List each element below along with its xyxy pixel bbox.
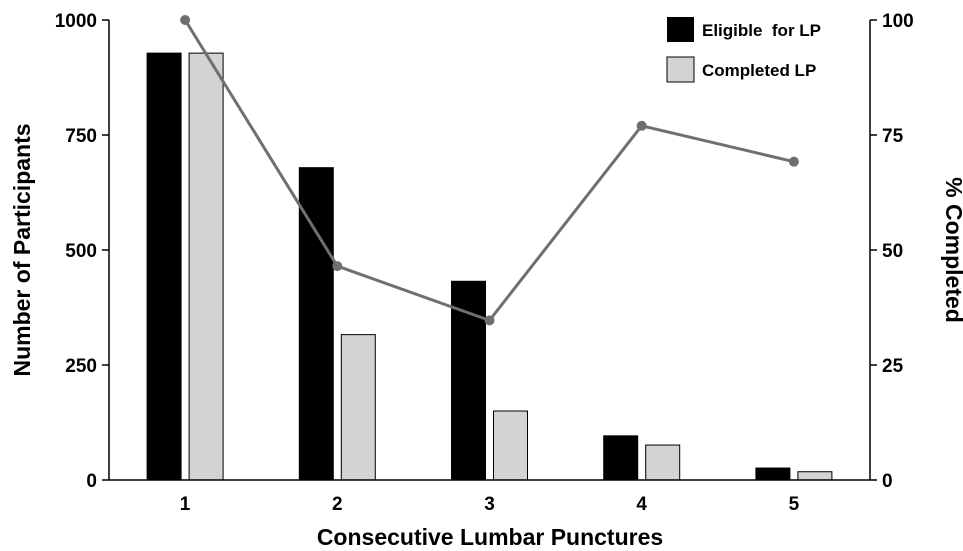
y-tick-label: 750 [65,126,97,147]
pct-completed-point-4 [636,120,647,131]
legend: Eligible for LP Completed LP [666,17,821,83]
pct-completed-point-3 [484,315,495,326]
x-axis-title: Consecutive Lumbar Punctures [317,524,663,550]
x-tick-label: 4 [636,494,647,515]
bar-completed-4 [645,444,681,481]
y2-tick-label: 50 [882,241,903,262]
x-tick-label: 3 [484,494,495,515]
bar-eligible-3 [451,280,486,481]
line-layer [180,15,799,326]
bar-completed-5 [797,471,833,481]
axes-layer [102,19,877,481]
y-tick-label: 0 [86,471,97,492]
bar-completed-3 [493,410,528,481]
pct-completed-point-5 [788,156,799,167]
pct-completed-point-2 [332,261,343,272]
bar-eligible-4 [603,435,639,481]
bar-eligible-2 [298,167,334,481]
y-axis-title: Number of Participants [9,123,35,376]
bar-eligible-1 [146,52,182,481]
x-tick-label: 5 [789,494,800,515]
bar-eligible-5 [755,467,791,481]
bar-completed-1 [188,52,224,481]
tick-labels-layer: 0 250 500 750 1000 0 25 50 75 100 1 2 3 4 5 [55,11,914,515]
y2-axis-title: % Completed [941,177,963,323]
y-tick-label: 500 [65,241,97,262]
legend-swatch-completed [666,56,695,83]
y2-tick-label: 0 [882,471,893,492]
y2-tick-label: 100 [882,11,914,32]
legend-label-eligible: Eligible for LP [702,21,821,40]
y-tick-label: 250 [65,356,97,377]
bars-layer [146,52,833,481]
y-tick-label: 1000 [55,11,97,32]
x-tick-label: 2 [332,494,343,515]
pct-completed-point-1 [180,15,191,25]
legend-swatch-eligible [667,17,694,42]
y2-tick-label: 25 [882,356,904,377]
legend-label-completed: Completed LP [702,61,816,80]
x-tick-label: 1 [180,494,191,515]
bar-completed-2 [340,334,376,481]
y2-tick-label: 75 [882,126,904,147]
